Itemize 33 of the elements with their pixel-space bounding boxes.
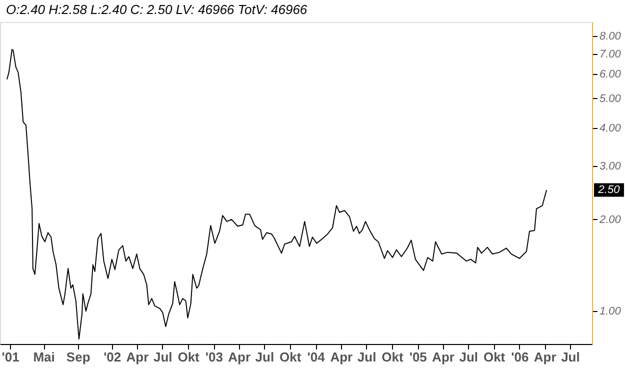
x-tick-label: '04 [307, 350, 326, 364]
x-tick-label: Jul [153, 350, 172, 364]
x-tick-label: Apr [534, 350, 556, 364]
x-tick-label: Jul [255, 350, 274, 364]
x-tick-label: Jul [459, 350, 478, 364]
x-tick-label: Okt [382, 350, 404, 364]
y-tick-label: 6.00 [600, 68, 622, 81]
x-tick-label: Jul [357, 350, 376, 364]
x-tick-label: Apr [330, 350, 353, 364]
x-tick-label: Jul [561, 350, 580, 364]
x-tick-label: Apr [126, 350, 149, 364]
text: O:2.40 H:2.58 L:2.40 C: 2.50 LV: 46966 TotV: 46966 [6, 2, 308, 17]
y-tick-label: 4.00 [600, 122, 622, 134]
x-tick-label: '02 [104, 350, 122, 364]
x-tick-label: Apr [432, 350, 454, 364]
y-tick-label: 7.00 [600, 48, 622, 60]
y-tick-label: 3.00 [600, 160, 622, 172]
y-tick-label: 5.00 [600, 92, 622, 105]
x-tick-label: Okt [280, 350, 302, 364]
text: 2.50 [597, 184, 621, 196]
y-tick-label: 8.00 [600, 30, 622, 43]
x-tick-label: '05 [409, 350, 427, 364]
x-tick-label: '06 [511, 350, 529, 364]
x-tick-label: Okt [483, 350, 506, 364]
y-tick-label: 1.00 [600, 306, 622, 318]
line-series [6, 48, 548, 340]
x-tick-label: Okt [178, 350, 200, 364]
x-tick-label: '01 [2, 350, 20, 364]
x-tick-label: '03 [205, 350, 223, 364]
x-tick-label: Mai [33, 350, 55, 364]
y-tick-label: 2.00 [598, 214, 622, 226]
x-tick-label: Apr [228, 350, 251, 364]
x-tick-label: Sep [66, 350, 90, 364]
